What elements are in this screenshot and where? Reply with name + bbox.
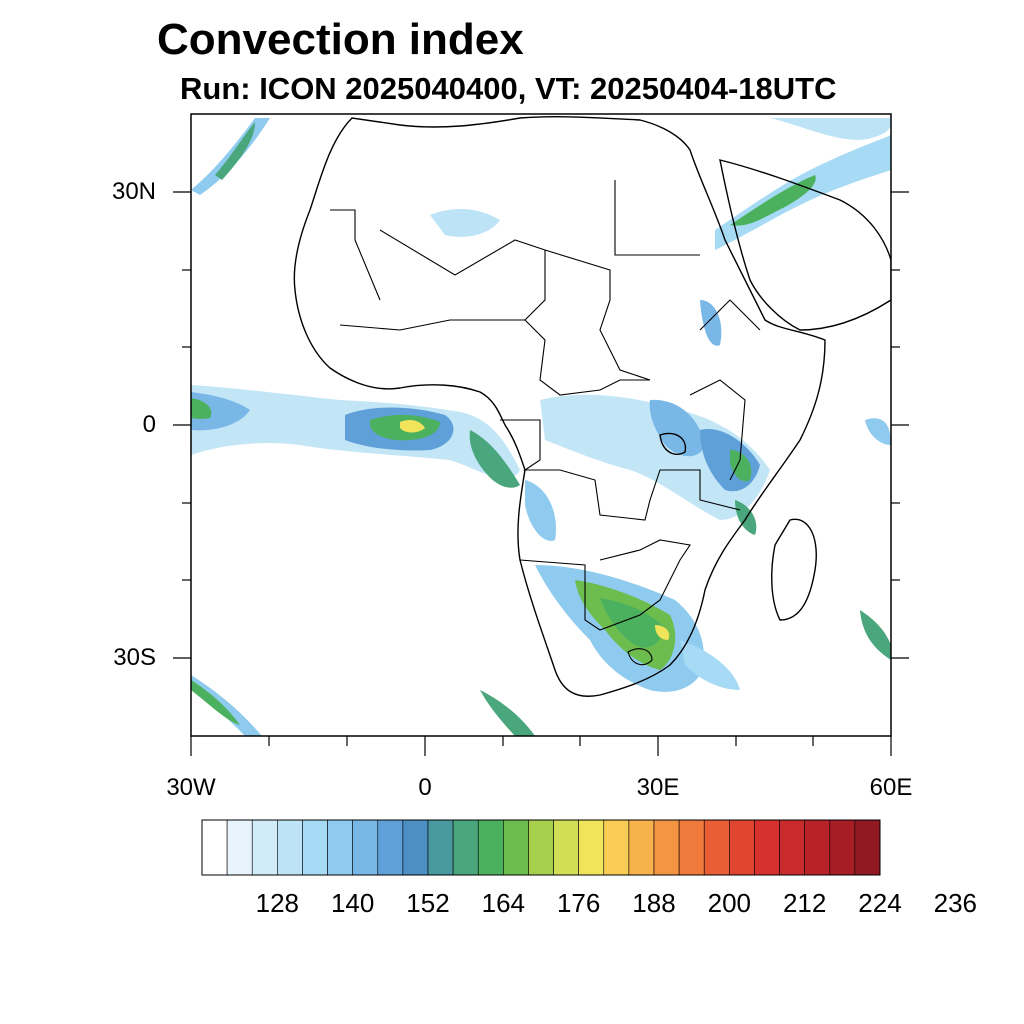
border-south — [519, 539, 691, 631]
colorbar-label: 164 — [481, 888, 526, 918]
convection-core-itcz-west — [191, 392, 250, 431]
colorbar-swatch — [377, 819, 404, 876]
coastlines — [293, 116, 891, 697]
convection-band-sahara — [430, 208, 500, 237]
convection-core-south-africa-peak — [655, 625, 670, 640]
colorbar-swatch — [603, 819, 630, 876]
map-subtitle: Run: ICON 2025040400, VT: 20250404-18UTC — [180, 71, 837, 106]
convection-band-southwest — [191, 675, 262, 736]
borders — [330, 180, 761, 666]
convection-core-arabia — [730, 175, 816, 226]
colorbar-label: 176 — [556, 888, 601, 918]
convection-band-congo — [540, 394, 770, 520]
border-egypt — [544, 180, 700, 381]
colorbar — [201, 819, 881, 876]
colorbar-swatch — [653, 819, 680, 876]
border-north — [330, 209, 546, 321]
convection-band-mediterranean — [770, 118, 891, 140]
africa-coastline — [293, 116, 826, 697]
convection-band-south-atlantic — [480, 690, 535, 736]
border-east — [689, 299, 761, 481]
colorbar-label: 236 — [933, 888, 978, 918]
convection-band-indian-ocean — [860, 610, 891, 660]
lon-label-30e: 30E — [636, 774, 680, 801]
colorbar-swatch — [477, 819, 504, 876]
convection-core-itcz-west-strong — [191, 398, 212, 419]
colorbar-label: 188 — [632, 888, 676, 918]
map-ticks — [173, 191, 909, 756]
colorbar-swatch — [503, 819, 529, 876]
colorbar-label: 140 — [330, 888, 375, 918]
convection-core-tanzania — [735, 500, 757, 535]
colorbar-swatch — [854, 819, 881, 876]
convection-band-angola — [525, 480, 556, 541]
colorbar-swatch — [452, 819, 479, 876]
colorbar-label: 200 — [707, 888, 752, 918]
colorbar-label: 152 — [406, 888, 450, 918]
border-central — [500, 419, 741, 521]
lake-victoria — [659, 432, 687, 455]
colorbar-swatch — [804, 819, 831, 876]
colorbar-swatch — [779, 819, 805, 876]
colorbar-frame — [201, 819, 881, 876]
colorbar-swatch — [703, 819, 730, 876]
convection-band-gulf — [469, 430, 520, 488]
colorbar-label: 212 — [782, 888, 827, 918]
convection-core-south-africa-inner — [600, 598, 665, 648]
colorbar-swatch — [226, 819, 253, 876]
convection-core-southwest — [191, 680, 240, 725]
colorbar-swatch — [402, 819, 429, 876]
convection-core-itcz-mid-peak — [400, 420, 425, 433]
lon-label-30w: 30W — [166, 774, 216, 801]
madagascar-coastline — [771, 518, 817, 621]
convection-band-horn — [700, 300, 722, 346]
colorbar-label: 128 — [255, 888, 300, 918]
colorbar-swatch — [201, 819, 228, 876]
colorbar-swatch — [829, 819, 856, 876]
colorbar-swatch — [352, 819, 379, 876]
convection-core-congo-east — [649, 399, 705, 457]
convection-band-mozambique-channel — [680, 640, 740, 690]
lat-label-30n: 30N — [111, 178, 156, 205]
colorbar-swatch — [729, 819, 755, 876]
lon-label-60e: 60E — [869, 774, 913, 801]
colorbar-swatch — [251, 819, 278, 876]
map-title: Convection index — [157, 15, 524, 64]
colorbar-swatch — [628, 819, 655, 876]
border-sahel — [339, 319, 650, 396]
colorbar-swatch — [277, 819, 303, 876]
border-lesotho — [627, 648, 653, 666]
colorbar-swatch — [678, 819, 705, 876]
colorbar-label: 224 — [858, 888, 902, 918]
lon-label-0: 0 — [418, 774, 432, 801]
convection-band-east-indian — [865, 418, 891, 445]
convection-core-northwest — [215, 122, 255, 180]
colorbar-swatch — [528, 819, 554, 876]
lat-label-30s: 30S — [113, 644, 156, 671]
colorbar-swatch — [427, 819, 454, 876]
arabia-coastline — [719, 159, 891, 331]
colorbar-swatch — [578, 819, 605, 876]
colorbar-swatch — [327, 819, 353, 876]
convection-core-kenya — [730, 450, 752, 482]
colorbar-swatch — [302, 819, 328, 876]
lat-label-0: 0 — [142, 411, 156, 438]
convection-field — [191, 118, 891, 736]
colorbar-swatch — [754, 819, 780, 876]
colorbar-swatch — [553, 819, 579, 876]
